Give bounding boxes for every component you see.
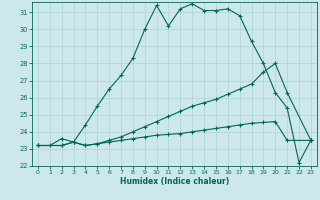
X-axis label: Humidex (Indice chaleur): Humidex (Indice chaleur) [120,177,229,186]
